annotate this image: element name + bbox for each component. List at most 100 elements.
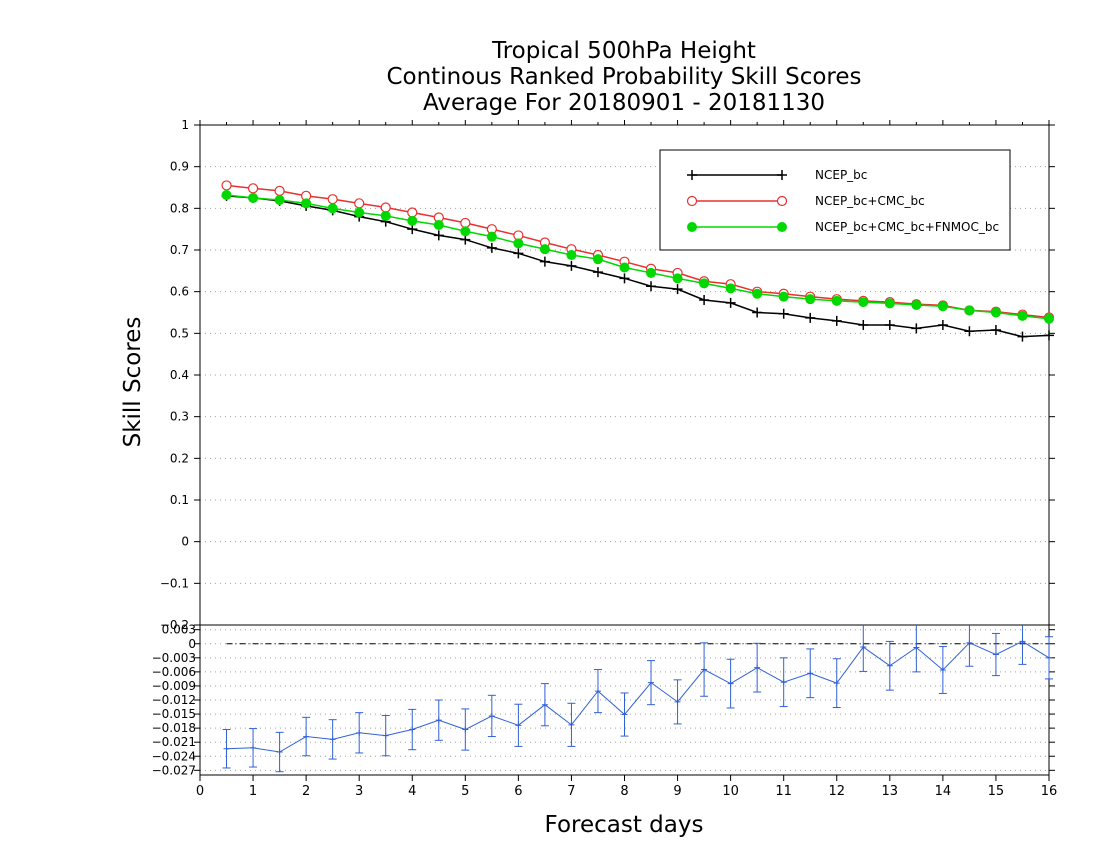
data-point <box>566 260 577 271</box>
data-point <box>274 195 285 205</box>
difference-point <box>886 662 893 669</box>
difference-point <box>807 670 814 677</box>
data-point <box>433 220 444 230</box>
data-point <box>752 307 763 318</box>
data-point <box>1017 331 1028 342</box>
difference-point <box>1019 638 1026 645</box>
legend-marker <box>777 170 787 180</box>
legend-label: NCEP_bc <box>815 168 867 182</box>
legend-marker <box>777 222 787 232</box>
data-point <box>221 190 232 200</box>
y-tick-label: 0 <box>181 535 189 549</box>
data-point <box>805 312 816 323</box>
x-tick-label: 15 <box>988 784 1005 799</box>
y-tick-label: −0.015 <box>152 707 196 721</box>
y-tick-label: 1 <box>181 118 189 132</box>
data-point <box>1017 310 1028 321</box>
difference-point <box>648 679 655 686</box>
y-tick-label: −0.012 <box>152 693 196 707</box>
data-point <box>592 267 603 278</box>
data-point <box>937 320 948 330</box>
x-tick-label: 4 <box>408 784 416 799</box>
y-tick-label: 0.2 <box>170 451 189 465</box>
y-tick-label: 0.1 <box>170 493 189 507</box>
legend-label: NCEP_bc+CMC_bc+FNMOC_bc <box>815 220 999 234</box>
data-point <box>354 198 365 209</box>
difference-line <box>226 640 1050 753</box>
data-point <box>752 288 763 299</box>
data-point <box>964 305 975 316</box>
x-tick-label: 9 <box>673 784 681 799</box>
data-point <box>539 244 550 255</box>
data-point <box>858 297 869 308</box>
difference-point <box>966 639 973 646</box>
y-tick-label: 0.5 <box>170 326 189 340</box>
difference-point <box>594 688 601 695</box>
difference-point <box>303 733 310 740</box>
y-tick-label: −0.024 <box>152 749 196 763</box>
x-tick-label: 13 <box>882 784 899 799</box>
data-point <box>486 231 497 242</box>
data-point <box>247 183 259 194</box>
data-point <box>831 315 842 326</box>
data-point <box>1044 330 1054 341</box>
x-axis: 0 1 2 3 4 5 6 7 8 9 10 11 12 13 14 15 16 <box>196 120 1057 799</box>
y-axis-label: Skill Scores <box>120 317 146 448</box>
data-point <box>539 256 550 267</box>
difference-point <box>913 644 920 651</box>
data-point <box>646 281 657 292</box>
chart-title-line: Continous Ranked Probability Skill Score… <box>386 64 861 90</box>
x-tick-label: 2 <box>302 784 310 799</box>
x-tick-label: 6 <box>514 784 522 799</box>
x-tick-label: 5 <box>461 784 469 799</box>
x-tick-label: 16 <box>1041 784 1058 799</box>
legend-label: NCEP_bc+CMC_bc <box>815 194 925 208</box>
data-point <box>858 320 869 330</box>
data-point <box>248 192 259 203</box>
data-point <box>486 242 497 253</box>
data-point <box>725 297 736 308</box>
difference-point <box>674 698 681 705</box>
legend: NCEP_bc NCEP_bc+CMC_bc NCEP_bc+CMC_bc+FNMO… <box>659 149 1011 251</box>
data-point <box>937 301 948 312</box>
difference-layer <box>222 625 1053 773</box>
data-point <box>221 180 232 191</box>
difference-point <box>992 651 999 658</box>
data-point <box>778 308 789 319</box>
series-NCEP_bc+CMC_bc+FNMOC_bc <box>221 190 1054 324</box>
data-point <box>513 238 524 249</box>
legend-marker <box>687 222 697 232</box>
x-tick-label: 7 <box>567 784 575 799</box>
difference-point <box>250 744 257 751</box>
difference-point <box>568 721 575 728</box>
y-tick-label: −0.2 <box>160 618 189 632</box>
legend-marker <box>776 195 788 207</box>
difference-point <box>1046 654 1052 661</box>
series-layer <box>221 180 1055 342</box>
difference-point <box>462 726 469 733</box>
x-tick-label: 1 <box>249 784 257 799</box>
difference-point <box>701 666 708 673</box>
y-tick-label: 0 <box>188 637 196 651</box>
data-point <box>460 217 471 229</box>
y-tick-label: 0.8 <box>170 201 189 215</box>
data-point <box>380 202 391 213</box>
data-point <box>327 203 338 214</box>
data-point <box>699 278 710 289</box>
data-point <box>725 283 736 294</box>
legend-marker <box>687 170 697 180</box>
x-tick-label: 11 <box>775 784 792 799</box>
data-point <box>407 207 418 218</box>
difference-point <box>356 729 363 736</box>
data-point <box>990 325 1001 335</box>
y-tick-label: −0.027 <box>152 763 196 777</box>
difference-point <box>621 711 628 718</box>
x-tick-label: 14 <box>935 784 952 799</box>
data-point <box>990 307 1001 318</box>
data-point <box>805 294 816 305</box>
difference-point <box>435 717 442 724</box>
data-point <box>831 295 842 306</box>
y-tick-label: −0.009 <box>152 679 196 693</box>
data-point <box>964 326 975 337</box>
